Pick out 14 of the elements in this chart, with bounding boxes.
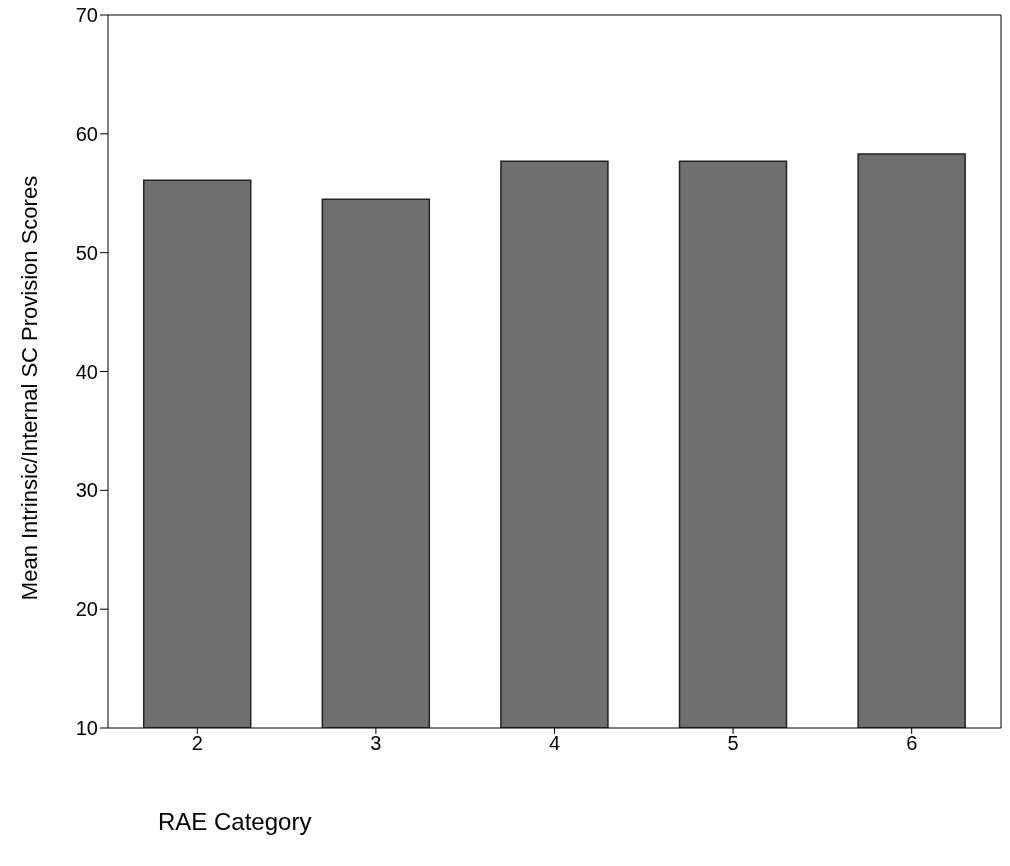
y-tick-label: 50 [75,241,98,264]
x-tick-label: 3 [370,732,382,755]
y-tick-label: 60 [75,122,98,145]
x-tick-label: 5 [727,732,739,755]
y-tick-label: 70 [75,4,98,27]
x-axis-title: RAE Category [158,808,312,836]
x-tick-label: 2 [191,732,203,755]
y-tick-label: 40 [75,360,98,383]
x-tick-label: 6 [906,732,918,755]
y-axis-title: Mean Intrinsic/Internal SC Provision Scores [17,175,43,601]
y-tick-label: 30 [75,479,98,502]
x-tick-label: 4 [548,732,561,755]
y-tick-label: 20 [75,598,98,621]
y-tick-label: 10 [75,717,98,740]
